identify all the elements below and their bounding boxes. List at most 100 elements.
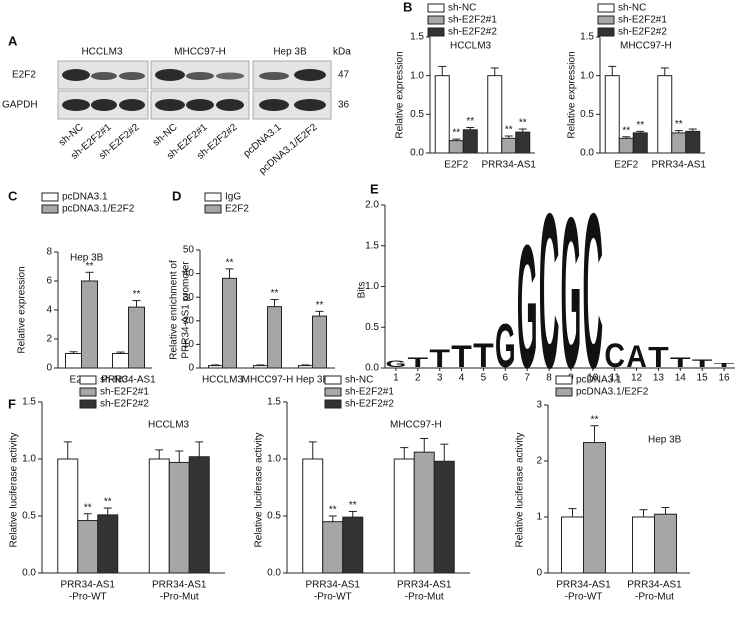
bar xyxy=(77,520,99,574)
logo-letter: G xyxy=(517,209,538,405)
chart-title: Hep 3B xyxy=(70,253,104,264)
bar xyxy=(57,458,79,574)
significance-label: ** xyxy=(675,119,683,130)
legend-label: sh-NC xyxy=(448,3,476,14)
legend-label: sh-E2F2#2 xyxy=(345,399,394,410)
logo-letter: G xyxy=(561,172,582,413)
legend-swatch xyxy=(204,204,222,214)
significance-label: ** xyxy=(104,497,112,508)
bar xyxy=(322,521,344,574)
y-tick-label: 0.0 xyxy=(410,148,424,159)
y-tick-label: 1.5 xyxy=(410,32,424,43)
band xyxy=(155,69,185,81)
significance-label: ** xyxy=(622,125,630,136)
band xyxy=(259,99,289,111)
y-tick-label: 1.0 xyxy=(410,70,424,81)
chart-title: Hep 3B xyxy=(648,435,682,446)
logo-letter: A xyxy=(626,338,647,374)
significance-label: ** xyxy=(349,500,357,511)
y-tick-label: 0 xyxy=(46,363,52,374)
significance-label: ** xyxy=(271,288,279,299)
bar xyxy=(65,353,82,369)
legend-swatch xyxy=(41,192,59,202)
y-tick-label: 0.0 xyxy=(22,568,36,579)
y-tick-label: 40 xyxy=(183,268,195,279)
legend-label: IgG xyxy=(225,192,241,203)
x-tick-label: PRR34-AS1 xyxy=(101,375,156,386)
x-tick-label: -Pro-Mut xyxy=(635,592,674,603)
legend-swatch xyxy=(427,15,445,25)
x-tick-label: PRR34-AS1 xyxy=(556,580,611,591)
significance-label: ** xyxy=(226,258,234,269)
protein-label: GAPDH xyxy=(2,100,38,111)
bar xyxy=(433,460,455,574)
legend-swatch xyxy=(79,387,97,397)
y-tick-label: 30 xyxy=(183,292,195,303)
x-tick-label: 4 xyxy=(459,373,465,384)
legend-label: pcDNA3.1/E2F2 xyxy=(576,387,649,398)
band xyxy=(119,99,145,111)
x-tick-label: 8 xyxy=(546,373,552,384)
legend-label: sh-NC xyxy=(100,375,128,386)
y-tick-label: 0 xyxy=(536,568,542,579)
group-label: Hep 3B xyxy=(273,47,307,58)
legend-swatch xyxy=(41,204,59,214)
y-axis-title: Relative luciferase activity xyxy=(9,432,20,547)
y-tick-label: 6 xyxy=(46,276,52,287)
y-tick-label: 0 xyxy=(188,363,194,374)
legend-label: pcDNA3.1 xyxy=(62,192,108,203)
x-tick-label: E2F2 xyxy=(614,160,638,171)
y-tick-label: 0.5 xyxy=(22,511,36,522)
bar xyxy=(393,458,415,574)
y-tick-label: 20 xyxy=(183,315,195,326)
x-tick-label: 16 xyxy=(719,373,731,384)
bar xyxy=(128,306,145,369)
y-tick-label: 2.0 xyxy=(365,200,379,211)
logo-letter: T xyxy=(648,341,669,373)
panel-label: D xyxy=(172,188,181,203)
bar xyxy=(222,277,237,369)
y-tick-label: 0.0 xyxy=(580,148,594,159)
bar xyxy=(188,456,210,574)
legend-label: pcDNA3.1 xyxy=(576,375,622,386)
unit-label: kDa xyxy=(333,47,351,58)
panel-label: C xyxy=(8,188,18,203)
band xyxy=(186,99,214,111)
bar xyxy=(312,315,327,369)
significance-label: ** xyxy=(86,261,94,272)
bar xyxy=(604,75,620,154)
x-tick-label: PRR34-AS1 xyxy=(152,580,207,591)
bar xyxy=(342,516,364,574)
legend-swatch xyxy=(555,387,573,397)
x-tick-label: 14 xyxy=(675,373,687,384)
bar xyxy=(302,458,324,574)
significance-label: ** xyxy=(636,120,644,131)
western-blot: A HCCLM3 MHCC97-H Hep 3B kDa E2F2 GAPDH … xyxy=(2,33,351,120)
band xyxy=(294,99,326,111)
legend-label: sh-NC xyxy=(618,3,646,14)
legend-label: sh-E2F2#1 xyxy=(345,387,394,398)
legend-swatch xyxy=(324,375,342,385)
x-tick-label: HCCLM3 xyxy=(202,375,244,386)
y-tick-label: 4 xyxy=(46,305,52,316)
logo-letter: T xyxy=(451,338,472,374)
bar xyxy=(253,365,268,369)
panel-label: B xyxy=(403,0,412,14)
y-axis-title: Relative enrichment of xyxy=(169,260,180,360)
bar xyxy=(501,137,517,154)
y-tick-label: 10 xyxy=(183,339,195,350)
size-label: 47 xyxy=(338,70,350,81)
x-tick-label: 6 xyxy=(503,373,509,384)
logo-letter: T xyxy=(473,337,494,375)
bar xyxy=(462,129,478,154)
y-tick-label: 0.5 xyxy=(267,511,281,522)
bar xyxy=(208,365,223,369)
legend-swatch xyxy=(324,399,342,409)
band xyxy=(216,72,244,80)
x-tick-label: Hep 3B xyxy=(296,375,330,386)
x-tick-label: PRR34-AS1 xyxy=(306,580,361,591)
bar xyxy=(618,137,634,154)
y-axis-title: PRR34-AS1 promoter xyxy=(181,261,192,359)
y-tick-label: 1.0 xyxy=(365,281,379,292)
logo-letter: T xyxy=(714,363,738,369)
